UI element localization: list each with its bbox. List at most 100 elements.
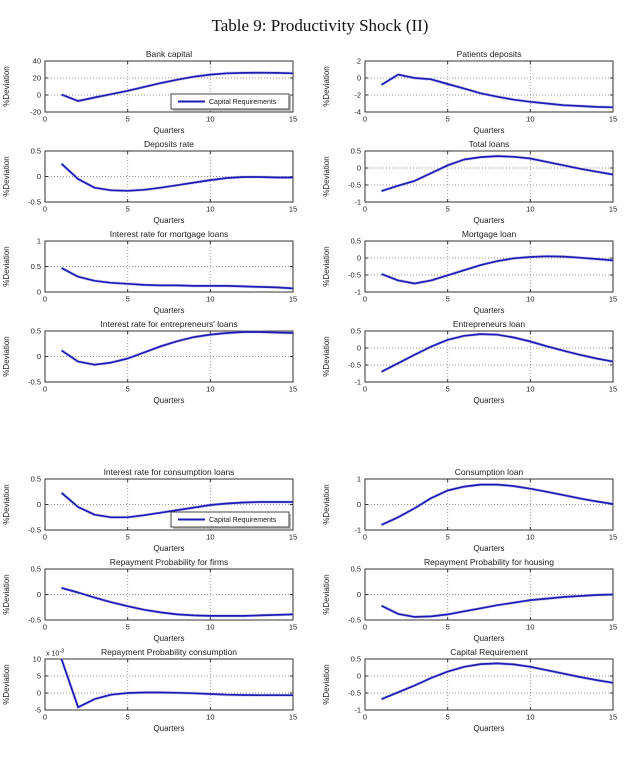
y-axis-label: %Deviation xyxy=(2,664,11,704)
subplot-total-loans: 0 5 10 15 -1 -0.5 0 0.5 Total loans Quarters %Devi… xyxy=(322,139,617,225)
x-tick-label: 0 xyxy=(363,385,367,394)
grid-lines xyxy=(365,241,613,292)
x-tick-label: 5 xyxy=(126,385,130,394)
x-tick-label: 15 xyxy=(609,713,617,722)
legend-label: Capital Requirements xyxy=(209,99,277,106)
x-axis-label: Quarters xyxy=(153,396,184,405)
y-axis-multiplier: x 10-3 xyxy=(46,649,64,658)
y-tick-label: 0.5 xyxy=(31,327,41,336)
x-tick-label: 10 xyxy=(206,295,214,304)
x-axis-label: Quarters xyxy=(473,126,504,135)
y-tick-label: -0.5 xyxy=(28,616,41,625)
chart-title: Deposits rate xyxy=(144,139,194,149)
y-tick-label: -0.5 xyxy=(28,198,41,207)
y-tick-label: 0 xyxy=(357,254,361,263)
x-tick-label: 15 xyxy=(289,205,297,214)
y-tick-label: 0 xyxy=(37,590,41,599)
y-axis-label: %Deviation xyxy=(322,66,331,106)
chart-cell-total-loans: 0 5 10 15 -1 -0.5 0 0.5 Total loans Quarters %Devi… xyxy=(320,138,640,228)
y-axis-label: %Deviation xyxy=(322,156,331,196)
axis-ticks xyxy=(364,330,614,383)
x-tick-label: 10 xyxy=(526,295,534,304)
x-axis-label: Quarters xyxy=(473,396,504,405)
y-tick-label: 0 xyxy=(357,164,361,173)
chart-title: Patients deposits xyxy=(457,49,522,59)
y-tick-label: 10 xyxy=(33,655,41,664)
y-tick-label: 0 xyxy=(37,288,41,297)
series-line xyxy=(381,73,614,109)
chart-cell-interest-rate-for-consumption-loans: 0 5 10 15 -0.5 0 0.5 Interest rate for consumpt… xyxy=(0,466,320,556)
x-tick-label: 5 xyxy=(126,205,130,214)
y-tick-label: 0.5 xyxy=(351,327,361,336)
y-axis-label: %Deviation xyxy=(2,484,11,524)
x-tick-label: 0 xyxy=(363,115,367,124)
chart-title: Interest rate for entrepreneurs' loans xyxy=(100,319,237,329)
axis-ticks xyxy=(364,150,614,203)
x-tick-label: 5 xyxy=(126,533,130,542)
x-tick-label: 5 xyxy=(126,623,130,632)
chart-title: Repayment Probability for housing xyxy=(424,557,554,567)
y-tick-label: 0 xyxy=(357,590,361,599)
plot-box xyxy=(44,60,294,113)
x-tick-label: 15 xyxy=(289,623,297,632)
y-tick-label: -1 xyxy=(354,706,361,715)
y-tick-label: 0 xyxy=(357,74,361,83)
y-tick-label: 0 xyxy=(37,352,41,361)
x-axis-label: Quarters xyxy=(153,306,184,315)
y-tick-label: 0.5 xyxy=(31,475,41,484)
y-tick-label: 0 xyxy=(37,500,41,509)
y-tick-label: -20 xyxy=(30,108,41,117)
grid-lines xyxy=(45,659,293,710)
series-line xyxy=(61,587,294,617)
series-line-halo xyxy=(380,332,614,374)
y-tick-label: 40 xyxy=(33,57,41,66)
x-axis-label: Quarters xyxy=(473,216,504,225)
x-tick-label: 10 xyxy=(526,533,534,542)
x-tick-label: 0 xyxy=(43,713,47,722)
chart-cell-capital-requirement: 0 5 10 15 -1 -0.5 0 0.5 Capital Requirement Quart… xyxy=(320,646,640,736)
x-axis-label: Quarters xyxy=(153,634,184,643)
x-tick-label: 15 xyxy=(289,385,297,394)
y-tick-label: -1 xyxy=(354,198,361,207)
x-tick-label: 0 xyxy=(363,295,367,304)
x-tick-label: 10 xyxy=(206,623,214,632)
y-tick-label: 0 xyxy=(357,500,361,509)
chart-grid-bottom: 0 5 10 15 -0.5 0 0.5 Interest rate for consumpt… xyxy=(0,466,640,736)
x-tick-label: 10 xyxy=(206,533,214,542)
legend-box: Capital Requirements xyxy=(170,511,291,529)
series-line-halo xyxy=(61,586,294,618)
x-tick-label: 5 xyxy=(126,713,130,722)
x-tick-label: 10 xyxy=(206,205,214,214)
y-tick-label: -0.5 xyxy=(348,616,361,625)
legend-box: Capital Requirements xyxy=(170,93,291,111)
legend-label: Capital Requirements xyxy=(209,517,277,524)
grid-lines xyxy=(365,569,613,620)
figure-title: Table 9: Productivity Shock (II) xyxy=(211,16,429,35)
x-tick-label: 10 xyxy=(526,623,534,632)
y-tick-label: 0.5 xyxy=(351,565,361,574)
chart-title: Total loans xyxy=(469,139,510,149)
x-tick-label: 10 xyxy=(206,713,214,722)
x-tick-label: 5 xyxy=(126,115,130,124)
y-tick-label: -5 xyxy=(34,706,41,715)
x-tick-label: 0 xyxy=(43,115,47,124)
x-tick-label: 0 xyxy=(43,295,47,304)
x-tick-label: 5 xyxy=(446,205,450,214)
y-tick-label: -0.5 xyxy=(348,689,361,698)
x-axis-label: Quarters xyxy=(473,634,504,643)
series-line-halo xyxy=(380,73,614,109)
block-spacer xyxy=(0,408,640,466)
x-tick-label: 10 xyxy=(526,115,534,124)
series-line xyxy=(61,71,294,102)
y-axis-label: %Deviation xyxy=(322,574,331,614)
x-axis-label: Quarters xyxy=(153,544,184,553)
x-axis-label: Quarters xyxy=(153,724,184,733)
x-tick-label: 15 xyxy=(609,115,617,124)
plot-box xyxy=(44,658,294,711)
x-axis-label: Quarters xyxy=(473,544,504,553)
x-tick-label: 0 xyxy=(363,623,367,632)
grid-lines xyxy=(365,479,613,530)
subplot-interest-rate-for-mortgage-loans: 0 5 10 15 0 0.5 1 Interest rate for mortgage lo… xyxy=(2,229,297,315)
y-tick-label: 2 xyxy=(357,57,361,66)
